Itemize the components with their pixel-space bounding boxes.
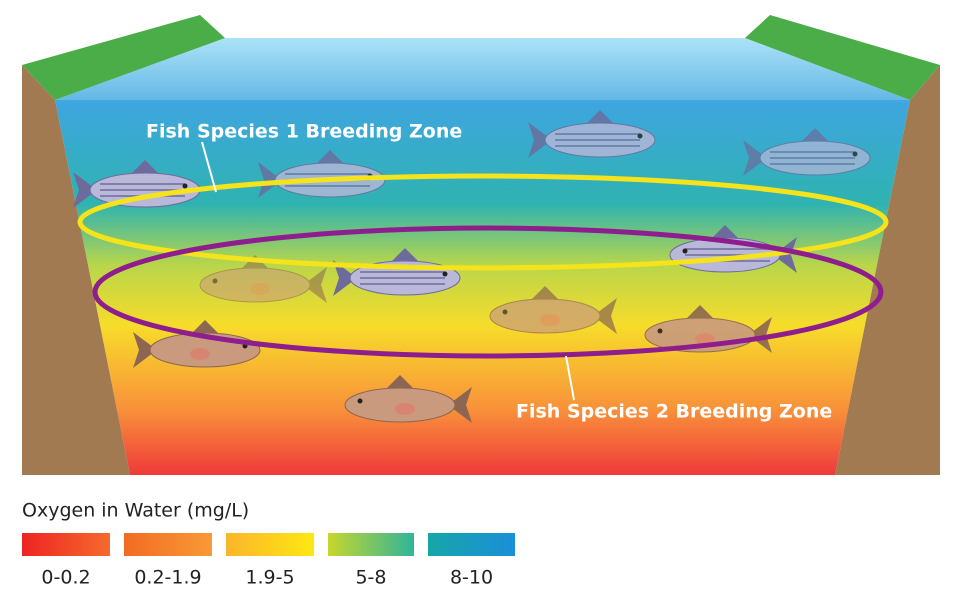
- legend-label: 0.2-1.9: [134, 567, 201, 589]
- zone-1-ring: [77, 173, 889, 271]
- fish-fin: [315, 150, 345, 165]
- legend-label: 5-8: [355, 567, 386, 589]
- fish-patch: [540, 314, 560, 326]
- fish-fin: [585, 110, 615, 125]
- fish: [199, 255, 327, 303]
- right-grass: [745, 15, 940, 100]
- fish-fin: [800, 128, 830, 143]
- fish-fin: [130, 160, 160, 175]
- fish-fin: [385, 375, 415, 390]
- fish-tail: [303, 267, 327, 303]
- zone-2-leader: [565, 355, 575, 401]
- zone-label: Fish Species 2 Breeding Zone: [516, 401, 832, 423]
- fish: [344, 375, 472, 423]
- fish-tail: [133, 332, 157, 368]
- legend-swatch: [328, 533, 414, 556]
- legend-swatch: [22, 533, 110, 556]
- fish-fin: [390, 248, 420, 263]
- fish-eye: [212, 278, 218, 284]
- fish-tail: [593, 298, 617, 334]
- left-grass: [22, 15, 225, 100]
- fish: [133, 320, 261, 368]
- legend-label: 0-0.2: [41, 567, 90, 589]
- fish: [489, 286, 617, 334]
- water-surface: [55, 38, 910, 100]
- zone-1-leader: [201, 141, 217, 193]
- fish-eye: [657, 328, 663, 334]
- fish: [743, 128, 871, 176]
- legend-swatch: [124, 533, 212, 556]
- fish-fin: [530, 286, 560, 301]
- fish-eye: [682, 248, 688, 254]
- fish-patch: [250, 283, 270, 295]
- fish-eye: [637, 133, 643, 139]
- fish-tail: [743, 140, 767, 176]
- fish-tail: [528, 122, 552, 158]
- legend-swatch: [226, 533, 314, 556]
- legend-label: 8-10: [450, 567, 493, 589]
- fish-eye: [357, 398, 363, 404]
- fish-tail: [333, 260, 357, 296]
- fish-tail: [73, 172, 97, 208]
- fish-patch: [395, 403, 415, 415]
- fish-tail: [773, 237, 797, 273]
- legend-label: 1.9-5: [245, 567, 294, 589]
- left-bank: [22, 65, 130, 475]
- fish-tail: [448, 387, 472, 423]
- legend-title: Oxygen in Water (mg/L): [22, 500, 249, 522]
- legend: 0-0.2 0.2-1.9 1.9-5 5-8 8-10: [22, 533, 515, 589]
- water: [55, 38, 910, 475]
- fish-patch: [190, 348, 210, 360]
- fish-fin: [685, 305, 715, 320]
- fish-eye: [852, 151, 858, 157]
- fish-tail: [748, 317, 772, 353]
- fish-tail: [258, 162, 282, 198]
- fish-fin: [710, 225, 740, 240]
- fish-group: [73, 110, 871, 423]
- zone-2-ring: [92, 225, 884, 359]
- zone-label: Fish Species 1 Breeding Zone: [146, 121, 462, 143]
- fish-patch: [695, 333, 715, 345]
- fish-eye: [502, 309, 508, 315]
- right-bank: [835, 65, 940, 475]
- fish: [528, 110, 656, 158]
- fish-fin: [190, 320, 220, 335]
- fish-eye: [182, 183, 188, 189]
- fish-eye: [442, 271, 448, 277]
- legend-swatch: [428, 533, 515, 556]
- fish: [73, 160, 201, 208]
